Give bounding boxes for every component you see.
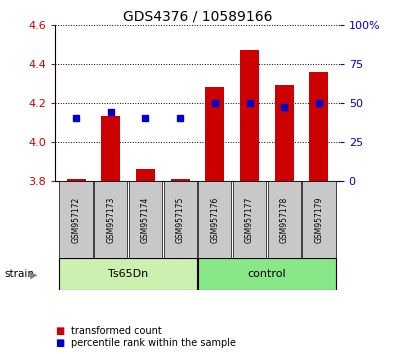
Title: GDS4376 / 10589166: GDS4376 / 10589166 — [123, 10, 272, 24]
Bar — [302, 181, 335, 258]
Bar — [275, 85, 294, 181]
Text: ▶: ▶ — [30, 269, 37, 279]
Bar — [309, 72, 328, 181]
Bar — [267, 181, 301, 258]
Text: ■: ■ — [55, 338, 64, 348]
Text: percentile rank within the sample: percentile rank within the sample — [71, 338, 236, 348]
Bar — [233, 181, 266, 258]
Text: GSM957175: GSM957175 — [176, 196, 184, 243]
Text: Ts65Dn: Ts65Dn — [108, 269, 148, 279]
Bar — [129, 181, 162, 258]
Text: ■: ■ — [55, 326, 64, 336]
Text: GSM957179: GSM957179 — [314, 196, 324, 243]
Text: GSM957177: GSM957177 — [245, 196, 254, 243]
Bar — [171, 178, 190, 181]
Text: transformed count: transformed count — [71, 326, 162, 336]
Text: strain: strain — [4, 269, 34, 279]
Bar — [198, 258, 335, 290]
Text: GSM957174: GSM957174 — [141, 196, 150, 243]
Bar — [240, 50, 259, 181]
Text: GSM957176: GSM957176 — [211, 196, 219, 243]
Text: control: control — [248, 269, 286, 279]
Bar — [94, 181, 128, 258]
Bar — [60, 181, 93, 258]
Text: GSM957178: GSM957178 — [280, 196, 289, 242]
Text: GSM957172: GSM957172 — [71, 196, 81, 242]
Text: GSM957173: GSM957173 — [106, 196, 115, 243]
Bar — [101, 116, 120, 181]
Bar — [205, 87, 224, 181]
Bar — [67, 178, 86, 181]
Bar — [198, 181, 231, 258]
Bar — [136, 169, 155, 181]
Bar — [60, 258, 197, 290]
Bar — [164, 181, 197, 258]
